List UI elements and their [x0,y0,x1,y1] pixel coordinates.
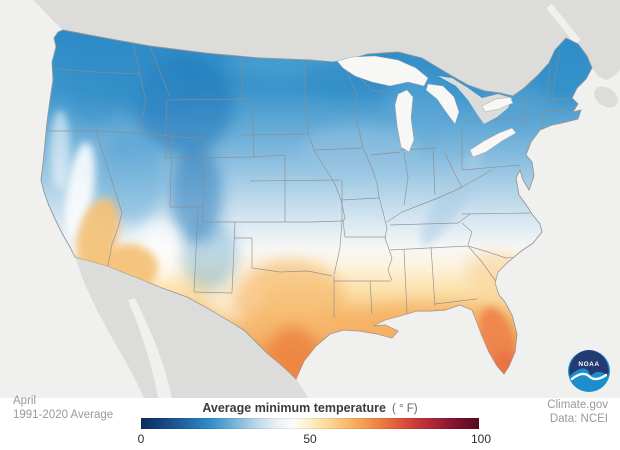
colorbar [141,418,479,429]
mexico-landmass [75,257,308,398]
credit-data-source: Data: NCEI [549,412,608,425]
lake-michigan [394,89,415,153]
lake-erie [469,127,517,158]
noaa-logo: NOAA [568,350,610,392]
ontario-peninsula [438,76,512,124]
legend-unit: ( ° F) [391,403,418,415]
strait-of-juan-de-fuca [26,0,60,30]
lake-ontario [481,96,514,113]
canada-landmass [26,0,620,108]
great-lakes [336,55,517,158]
temperature-legend: Average minimum temperature ( ° F) [141,401,479,429]
period-label: April 1991-2020 Average [13,395,113,422]
temperature-detail [50,36,591,379]
period-month: April [13,395,37,407]
noaa-logo-text: NOAA [578,361,599,368]
state-borders [44,41,572,318]
period-range: 1991-2020 Average [13,408,114,421]
credit-site: Climate.gov [547,399,608,411]
credit-label: Climate.gov Data: NCEI [547,399,608,426]
lake-huron [425,83,460,125]
legend-title: Average minimum temperature ( ° F) [141,401,479,415]
gulf-of-california [128,298,172,398]
legend-tick-50: 50 [303,432,317,446]
legend-title-text: Average minimum temperature [202,401,386,415]
lake-superior [336,55,429,87]
legend-tick-0: 0 [137,432,145,446]
legend-tick-100: 100 [470,432,492,446]
st-lawrence-river [546,3,581,45]
noaa-gull-icon [570,372,608,381]
nova-scotia [594,86,618,108]
